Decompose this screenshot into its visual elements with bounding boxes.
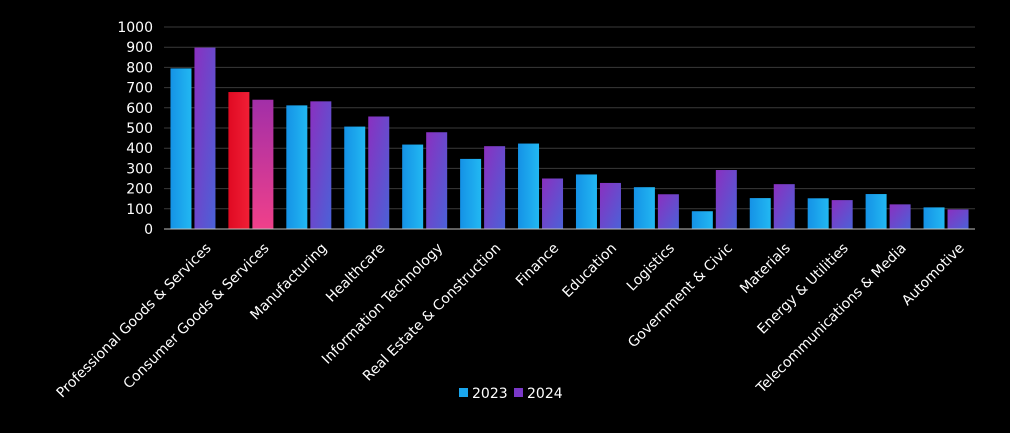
y-tick-label: 900 <box>126 40 153 56</box>
y-tick-label: 0 <box>144 222 153 238</box>
y-tick-label: 700 <box>126 81 153 97</box>
x-tick-label: Information Technology <box>319 240 446 367</box>
bar-2023 <box>865 194 887 229</box>
y-tick-label: 600 <box>126 101 153 117</box>
y-tick-label: 500 <box>126 121 153 137</box>
bar-2024 <box>426 132 448 229</box>
legend-swatch-2023 <box>459 388 468 397</box>
bar-2024 <box>368 116 390 229</box>
bar-2024 <box>252 99 274 229</box>
bar-2024 <box>889 204 911 229</box>
y-tick-label: 800 <box>126 60 153 76</box>
bar-2024 <box>773 184 795 229</box>
x-tick-label: Logistics <box>624 240 678 294</box>
bar-2023 <box>344 126 366 229</box>
y-axis-ticks: 0 100 200 300 400 500 600 700 800 900 1000 <box>117 20 153 238</box>
legend-swatch-2024 <box>514 388 523 397</box>
bar-2023 <box>575 174 597 229</box>
y-tick-label: 300 <box>126 161 153 177</box>
legend-label-2024: 2024 <box>527 386 563 402</box>
bar-2024 <box>484 146 506 229</box>
x-tick-label: Automotive <box>899 240 968 309</box>
bar-2023 <box>518 143 540 229</box>
y-tick-label: 100 <box>126 202 153 218</box>
y-tick-label: 200 <box>126 182 153 198</box>
bar-2023 <box>691 211 713 229</box>
bar-2023 <box>170 68 192 229</box>
bar-2024 <box>194 47 216 229</box>
bar-2024 <box>310 101 332 229</box>
y-tick-label: 400 <box>126 141 153 157</box>
bar-2024 <box>542 178 564 229</box>
bar-2023 <box>286 105 308 229</box>
bars <box>170 47 969 229</box>
bar-2024 <box>947 209 969 229</box>
bar-2023 <box>402 144 424 229</box>
gridlines <box>164 26 975 210</box>
x-tick-label: Finance <box>513 240 562 289</box>
bar-2024 <box>657 194 679 229</box>
bar-2024 <box>831 200 853 229</box>
x-tick-label: Materials <box>737 240 794 297</box>
bar-2024 <box>715 170 737 229</box>
bar-2023 <box>228 92 250 229</box>
bar-2023 <box>807 198 829 229</box>
bar-2023 <box>460 158 482 229</box>
x-tick-label: Government & Civic <box>625 240 736 351</box>
y-tick-label: 1000 <box>117 20 153 36</box>
legend-label-2023: 2023 <box>472 386 508 402</box>
bar-2023 <box>749 198 771 229</box>
x-tick-label: Education <box>559 240 620 301</box>
legend: 2023 2024 <box>459 386 563 402</box>
bar-2023 <box>633 187 655 229</box>
bar-2023 <box>923 207 945 229</box>
bar-2024 <box>599 182 621 229</box>
